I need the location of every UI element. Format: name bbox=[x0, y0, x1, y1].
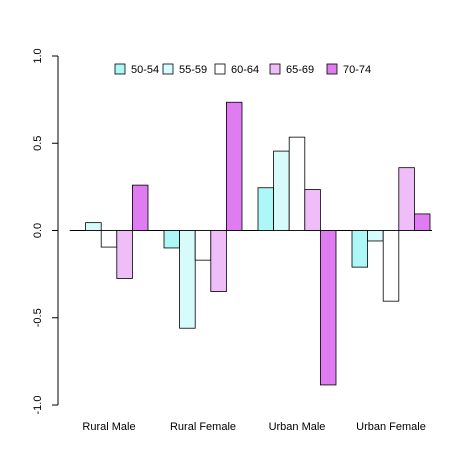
y-axis: -1.0 -0.5 0.0 0.5 1.0 bbox=[32, 48, 59, 415]
bar-rural-female-55-59 bbox=[179, 230, 196, 329]
bar-urban-male-60-64 bbox=[288, 136, 306, 231]
y-tick-label: -1.0 bbox=[32, 396, 44, 415]
bar-urban-female-60-64 bbox=[382, 230, 400, 302]
bar-urban-male-65-69 bbox=[304, 189, 321, 231]
legend-swatch bbox=[162, 63, 174, 75]
bar-rural-male-65-69 bbox=[116, 230, 133, 279]
category-label: Rural Female bbox=[170, 421, 236, 433]
y-tick-label: 0.5 bbox=[32, 136, 44, 151]
legend-swatch bbox=[114, 63, 126, 75]
y-tick-label: 1.0 bbox=[32, 48, 44, 63]
bar-rural-female-60-64 bbox=[194, 230, 212, 261]
bar-urban-male-55-59 bbox=[273, 150, 290, 231]
legend-label: 65-69 bbox=[286, 64, 314, 76]
category-label: Urban Female bbox=[356, 421, 426, 433]
y-tick-label: 0.0 bbox=[32, 223, 44, 238]
bar-urban-female-70-74 bbox=[413, 213, 431, 231]
bar-rural-male-60-64 bbox=[100, 230, 118, 248]
legend-label: 60-64 bbox=[231, 64, 259, 76]
bar-urban-female-55-59 bbox=[367, 230, 384, 242]
bar-urban-male-70-74 bbox=[319, 230, 337, 386]
category-label: Urban Male bbox=[269, 421, 326, 433]
bar-urban-female-50-54 bbox=[351, 230, 369, 268]
bar-urban-female-65-69 bbox=[398, 167, 415, 231]
bar-rural-female-50-54 bbox=[163, 230, 181, 249]
bar-rural-female-65-69 bbox=[210, 230, 227, 292]
bar-urban-male-50-54 bbox=[257, 187, 275, 231]
legend: 50-54 55-59 60-64 65-69 70-74 bbox=[114, 63, 371, 76]
legend-label: 70-74 bbox=[343, 64, 371, 76]
category-label: Rural Male bbox=[82, 421, 135, 433]
legend-swatch bbox=[269, 63, 281, 75]
legend-swatch bbox=[326, 63, 338, 75]
category-labels: Rural Male Rural Female Urban Male Urban Fe… bbox=[82, 421, 425, 433]
bar-rural-male-55-59 bbox=[85, 222, 102, 231]
legend-label: 50-54 bbox=[131, 64, 159, 76]
bar-rural-female-70-74 bbox=[225, 101, 243, 231]
y-tick-label: -0.5 bbox=[32, 308, 44, 327]
legend-label: 55-59 bbox=[179, 64, 207, 76]
bar-rural-male-70-74 bbox=[131, 184, 149, 231]
bars-group bbox=[69, 101, 431, 386]
legend-swatch bbox=[214, 63, 226, 75]
